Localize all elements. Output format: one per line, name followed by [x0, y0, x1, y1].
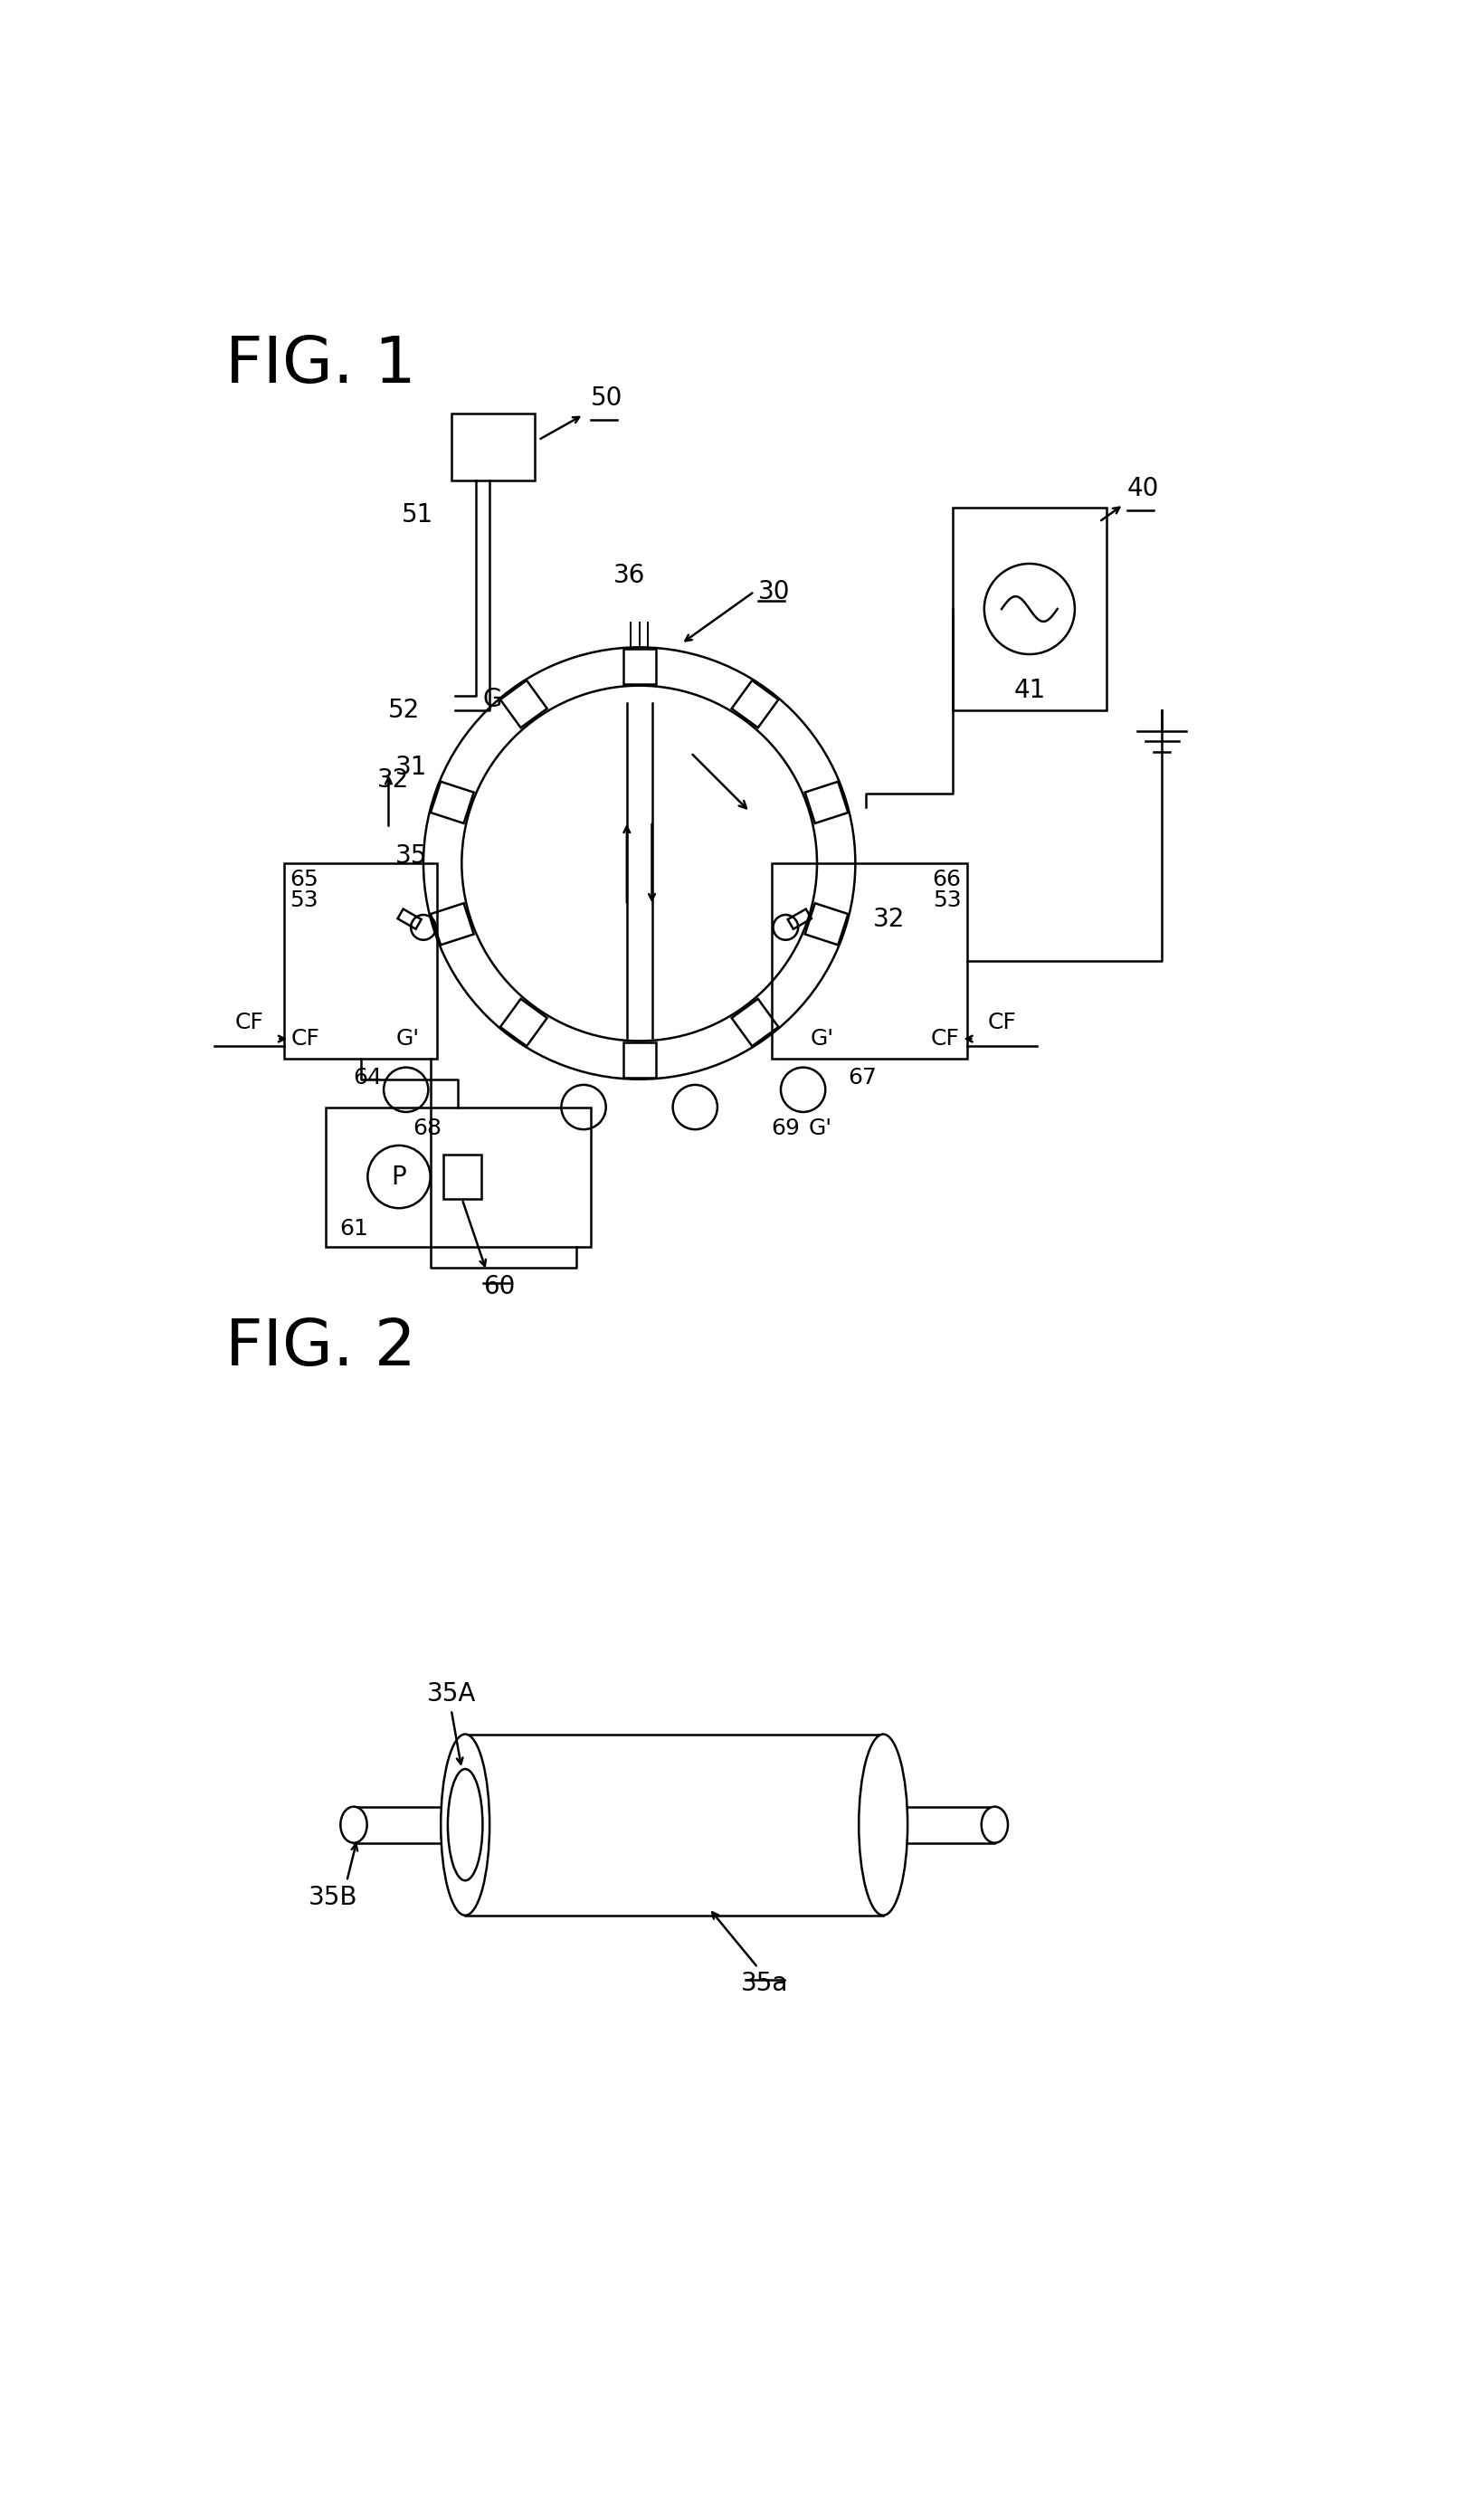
Text: 60: 60: [483, 1275, 515, 1300]
Text: FIG. 1: FIG. 1: [225, 333, 415, 396]
Bar: [787, 910, 812, 930]
Text: 35A: 35A: [427, 1681, 475, 1706]
Text: G': G': [809, 1116, 832, 1139]
Text: 31: 31: [395, 753, 427, 779]
Text: 52: 52: [388, 698, 420, 723]
Bar: [326, 1106, 591, 1247]
Text: G': G': [395, 1028, 420, 1051]
Text: 53: 53: [290, 890, 319, 912]
Ellipse shape: [341, 1807, 367, 1842]
Bar: [623, 1043, 655, 1079]
Text: CF: CF: [236, 1011, 263, 1033]
Text: 66: 66: [932, 869, 961, 890]
Bar: [623, 650, 655, 683]
Bar: [805, 902, 849, 945]
Bar: [732, 998, 778, 1046]
Ellipse shape: [982, 1807, 1008, 1842]
Bar: [952, 509, 1106, 711]
Ellipse shape: [859, 1734, 907, 1915]
Bar: [805, 781, 849, 824]
Bar: [772, 864, 967, 1058]
Text: 61: 61: [339, 1217, 369, 1240]
Text: 30: 30: [758, 580, 790, 605]
Text: G': G': [811, 1028, 834, 1051]
Bar: [284, 864, 437, 1058]
Text: 65: 65: [290, 869, 319, 890]
Text: CF: CF: [988, 1011, 1015, 1033]
Text: 32: 32: [873, 907, 904, 932]
Bar: [451, 413, 535, 481]
Text: 51: 51: [402, 501, 435, 527]
Ellipse shape: [448, 1769, 483, 1880]
Text: 32: 32: [377, 766, 410, 791]
Text: 35B: 35B: [309, 1885, 357, 1910]
Text: 41: 41: [1014, 678, 1046, 703]
Bar: [430, 902, 474, 945]
Ellipse shape: [440, 1734, 490, 1915]
Text: CF: CF: [930, 1028, 960, 1051]
Bar: [732, 680, 778, 728]
Bar: [500, 998, 547, 1046]
Bar: [500, 680, 547, 728]
Bar: [398, 910, 421, 930]
Text: 69: 69: [771, 1116, 800, 1139]
Bar: [443, 1154, 481, 1200]
Text: 50: 50: [591, 386, 623, 411]
Text: 64: 64: [353, 1066, 382, 1089]
Text: P: P: [392, 1164, 407, 1189]
Text: FIG. 2: FIG. 2: [225, 1315, 415, 1378]
Text: CF: CF: [291, 1028, 320, 1051]
Text: 35: 35: [395, 844, 427, 869]
Text: 40: 40: [1127, 476, 1159, 501]
Text: 67: 67: [849, 1066, 876, 1089]
Text: 53: 53: [932, 890, 961, 912]
Text: 35a: 35a: [742, 1971, 789, 1996]
Text: G: G: [483, 688, 502, 713]
Text: 68: 68: [413, 1116, 442, 1139]
Bar: [430, 781, 474, 824]
Text: 36: 36: [613, 562, 645, 587]
